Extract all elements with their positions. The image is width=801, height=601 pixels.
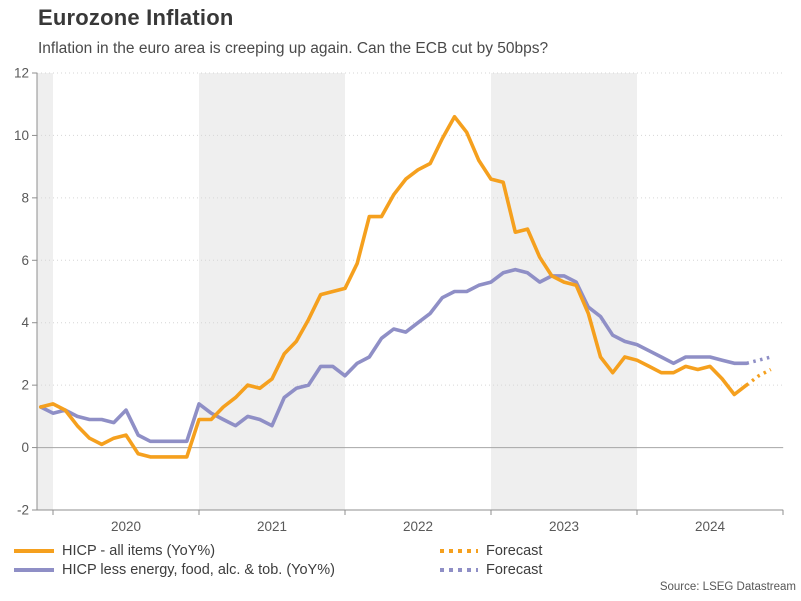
legend-item-core-hicp: HICP less energy, food, alc. & tob. (YoY… bbox=[14, 561, 335, 579]
legend-item-hicp: HICP - all items (YoY%) bbox=[14, 542, 215, 560]
svg-text:-2: -2 bbox=[17, 503, 29, 518]
hicp-line-swatch-icon bbox=[14, 549, 54, 553]
svg-text:12: 12 bbox=[14, 66, 29, 81]
svg-text:2023: 2023 bbox=[549, 519, 579, 534]
svg-text:2024: 2024 bbox=[695, 519, 726, 534]
legend-label: Forecast bbox=[486, 562, 543, 578]
legend-label: HICP less energy, food, alc. & tob. (YoY… bbox=[62, 562, 335, 578]
svg-text:0: 0 bbox=[21, 440, 29, 455]
svg-text:6: 6 bbox=[21, 253, 29, 268]
hicp-forecast-swatch-icon bbox=[440, 549, 478, 553]
legend-label: Forecast bbox=[486, 543, 543, 559]
core-line-swatch-icon bbox=[14, 568, 54, 572]
source-attribution: Source: LSEG Datastream bbox=[659, 581, 796, 593]
page-subtitle: Inflation in the euro area is creeping u… bbox=[38, 40, 549, 57]
page-title: Eurozone Inflation bbox=[38, 5, 234, 30]
svg-text:10: 10 bbox=[14, 128, 29, 143]
svg-text:8: 8 bbox=[21, 190, 29, 205]
legend-item-forecast-core: Forecast bbox=[440, 561, 542, 579]
svg-text:2020: 2020 bbox=[111, 519, 141, 534]
legend-item-forecast-hicp: Forecast bbox=[440, 542, 542, 560]
svg-text:2021: 2021 bbox=[257, 519, 287, 534]
legend-label: HICP - all items (YoY%) bbox=[62, 543, 216, 559]
svg-text:4: 4 bbox=[21, 315, 29, 330]
svg-text:2: 2 bbox=[21, 378, 29, 393]
core-forecast-swatch-icon bbox=[440, 568, 478, 572]
svg-text:2022: 2022 bbox=[403, 519, 433, 534]
